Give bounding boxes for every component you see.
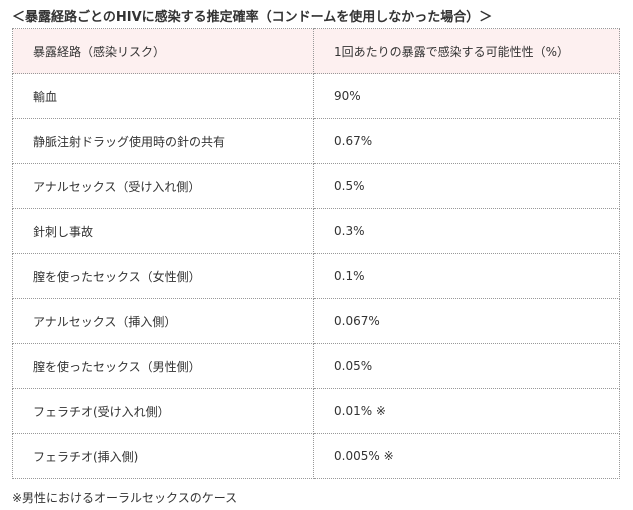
table-cell: 0.01% ※	[313, 388, 620, 434]
table-row: 膣を使ったセックス（女性側） 0.1%	[12, 253, 620, 299]
header-cell: 1回あたりの暴露で感染する可能性性（%）	[313, 28, 620, 74]
table-cell: 0.67%	[313, 118, 620, 164]
table-row: アナルセックス（受け入れ側） 0.5%	[12, 163, 620, 209]
table-cell: 0.3%	[313, 208, 620, 254]
table-cell: 0.05%	[313, 343, 620, 389]
table-cell: 針刺し事故	[12, 208, 314, 254]
table-title: ＜暴露経路ごとのHIVに感染する推定確率（コンドームを使用しなかった場合）＞	[12, 10, 493, 25]
table-cell: 膣を使ったセックス（男性側）	[12, 343, 314, 389]
table-cell: 90%	[313, 73, 620, 119]
header-row: 暴露経路（感染リスク） 1回あたりの暴露で感染する可能性性（%）	[12, 28, 620, 74]
risk-table: 暴露経路（感染リスク） 1回あたりの暴露で感染する可能性性（%） 輸血 90% 静脈注射…	[12, 28, 620, 479]
table-row: アナルセックス（挿入側） 0.067%	[12, 298, 620, 344]
table-cell: フェラチオ(挿入側)	[12, 433, 314, 479]
table-row: フェラチオ(受け入れ側） 0.01% ※	[12, 388, 620, 434]
table-cell: 輸血	[12, 73, 314, 119]
footnote: ※男性におけるオーラルセックスのケース	[12, 491, 238, 505]
table-cell: 0.1%	[313, 253, 620, 299]
table-row: 静脈注射ドラッグ使用時の針の共有 0.67%	[12, 118, 620, 164]
table-cell: フェラチオ(受け入れ側）	[12, 388, 314, 434]
table-row: フェラチオ(挿入側) 0.005% ※	[12, 433, 620, 479]
header-cell: 暴露経路（感染リスク）	[12, 28, 314, 74]
table-cell: 静脈注射ドラッグ使用時の針の共有	[12, 118, 314, 164]
table-cell: アナルセックス（挿入側）	[12, 298, 314, 344]
table-cell: アナルセックス（受け入れ側）	[12, 163, 314, 209]
table-cell: 0.005% ※	[313, 433, 620, 479]
table-cell: 0.5%	[313, 163, 620, 209]
table-cell: 0.067%	[313, 298, 620, 344]
table-row: 輸血 90%	[12, 73, 620, 119]
table-row: 針刺し事故 0.3%	[12, 208, 620, 254]
table-cell: 膣を使ったセックス（女性側）	[12, 253, 314, 299]
table-row: 膣を使ったセックス（男性側） 0.05%	[12, 343, 620, 389]
